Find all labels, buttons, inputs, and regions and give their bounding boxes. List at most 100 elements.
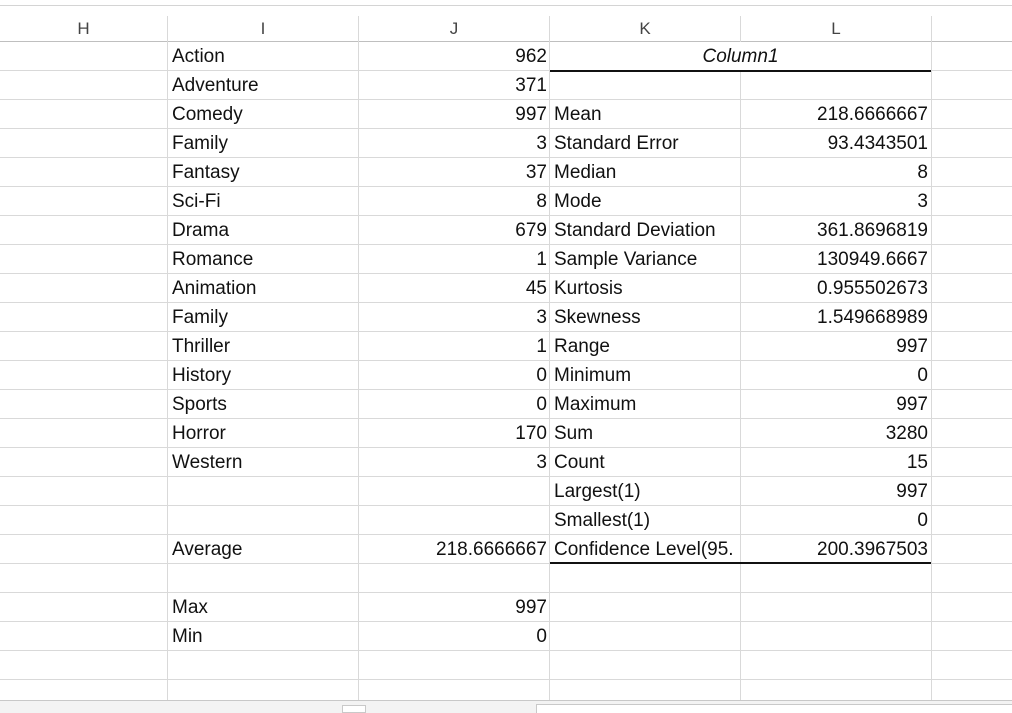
cell-i[interactable]: History (172, 365, 232, 386)
cell-k[interactable]: Mean (554, 104, 602, 125)
cell-l[interactable]: 997 (896, 481, 928, 502)
cell-j[interactable]: 3 (536, 133, 547, 154)
cell-j[interactable]: 218.6666667 (436, 539, 547, 560)
cell-j[interactable]: 371 (515, 75, 547, 96)
cell-k[interactable] (550, 564, 741, 592)
cell-l[interactable]: 15 (906, 452, 928, 473)
cell-i[interactable]: Min (172, 626, 203, 647)
cell-k[interactable]: Confidence Level(95. (554, 539, 734, 560)
cell-i[interactable] (168, 477, 359, 505)
cell-l[interactable] (741, 622, 931, 650)
cell-l[interactable] (741, 651, 931, 679)
cell-i[interactable]: Adventure (172, 75, 259, 96)
column-header-h[interactable]: H (0, 16, 168, 42)
stats-header[interactable]: Column1 (550, 42, 931, 70)
cell-k[interactable] (550, 593, 741, 621)
cell-k[interactable]: Smallest(1) (554, 510, 651, 531)
column-header-j[interactable]: J (359, 16, 550, 42)
cell-l[interactable]: 0.955502673 (817, 278, 928, 299)
cell-i[interactable]: Horror (172, 423, 226, 444)
cell-l[interactable]: 93.4343501 (827, 133, 928, 154)
cell-j[interactable]: 8 (536, 191, 547, 212)
cell-j[interactable] (359, 564, 550, 592)
cell-j[interactable]: 170 (515, 423, 547, 444)
cell-i[interactable]: Romance (172, 249, 254, 270)
cell-l[interactable] (741, 564, 931, 592)
cell-k[interactable]: Sample Variance (554, 249, 698, 270)
cell-k[interactable]: Count (554, 452, 605, 473)
scrollbar-thumb[interactable] (536, 704, 1012, 713)
cell-l[interactable]: 997 (896, 336, 928, 357)
column-header-i[interactable]: I (168, 16, 359, 42)
cell-l[interactable]: 218.6666667 (817, 104, 928, 125)
cell-i[interactable]: Average (172, 539, 243, 560)
cell-l[interactable]: 997 (896, 394, 928, 415)
cell-k[interactable]: Minimum (554, 365, 632, 386)
cell-i[interactable]: Western (172, 452, 243, 473)
cell-l[interactable]: 130949.6667 (817, 249, 928, 270)
column-header-m[interactable] (932, 16, 1012, 42)
cell-l[interactable]: 3280 (885, 423, 928, 444)
table-row (0, 390, 1012, 419)
cell-k[interactable]: Largest(1) (554, 481, 641, 502)
cell-j[interactable]: 997 (515, 597, 547, 618)
stats-header-underline (550, 70, 931, 72)
cell-i[interactable]: Action (172, 46, 225, 67)
cell-i[interactable] (168, 506, 359, 534)
cell-l[interactable]: 0 (917, 365, 928, 386)
cell-j[interactable] (359, 506, 550, 534)
cell-k[interactable]: Skewness (554, 307, 641, 328)
cell-l[interactable]: 200.3967503 (817, 539, 928, 560)
cell-k[interactable]: Kurtosis (554, 278, 623, 299)
cell-k[interactable] (550, 622, 741, 650)
cell-l[interactable]: 361.8696819 (817, 220, 928, 241)
cell-i[interactable]: Fantasy (172, 162, 240, 183)
column-header-k[interactable]: K (550, 16, 741, 42)
cell-k[interactable]: Median (554, 162, 617, 183)
cell-i[interactable]: Family (172, 307, 228, 328)
cell-j[interactable] (359, 651, 550, 679)
cell-k[interactable]: Maximum (554, 394, 637, 415)
cell-i[interactable] (168, 564, 359, 592)
cell-k[interactable]: Standard Deviation (554, 220, 716, 241)
cell-i[interactable]: Thriller (172, 336, 231, 357)
cell-l[interactable]: 1.549668989 (817, 307, 928, 328)
cell-i[interactable] (168, 651, 359, 679)
cell-j[interactable]: 0 (536, 626, 547, 647)
cell-j[interactable]: 1 (536, 336, 547, 357)
table-row (0, 593, 1012, 622)
cell-k[interactable] (550, 71, 741, 99)
cell-i[interactable]: Family (172, 133, 228, 154)
cell-j[interactable]: 3 (536, 307, 547, 328)
cell-j[interactable]: 962 (515, 46, 547, 67)
column-header-l[interactable]: L (741, 16, 932, 42)
cell-l[interactable] (741, 71, 931, 99)
cell-i[interactable]: Max (172, 597, 208, 618)
cell-i[interactable]: Animation (172, 278, 257, 299)
gridline (358, 16, 359, 700)
cell-l[interactable]: 3 (917, 191, 928, 212)
cell-i[interactable]: Drama (172, 220, 230, 241)
horizontal-scrollbar[interactable] (0, 700, 1012, 713)
cell-j[interactable]: 0 (536, 365, 547, 386)
cell-j[interactable]: 997 (515, 104, 547, 125)
table-row (0, 100, 1012, 129)
cell-j[interactable]: 679 (515, 220, 547, 241)
cell-j[interactable]: 3 (536, 452, 547, 473)
cell-k[interactable] (550, 651, 741, 679)
cell-k[interactable]: Standard Error (554, 133, 679, 154)
cell-j[interactable] (359, 477, 550, 505)
cell-k[interactable]: Sum (554, 423, 594, 444)
cell-i[interactable]: Sci-Fi (172, 191, 221, 212)
cell-j[interactable]: 37 (525, 162, 547, 183)
cell-j[interactable]: 1 (536, 249, 547, 270)
cell-k[interactable]: Mode (554, 191, 602, 212)
cell-j[interactable]: 0 (536, 394, 547, 415)
cell-i[interactable]: Comedy (172, 104, 243, 125)
cell-l[interactable] (741, 593, 931, 621)
cell-k[interactable]: Range (554, 336, 610, 357)
cell-i[interactable]: Sports (172, 394, 227, 415)
cell-j[interactable]: 45 (525, 278, 547, 299)
cell-l[interactable]: 0 (917, 510, 928, 531)
cell-l[interactable]: 8 (917, 162, 928, 183)
